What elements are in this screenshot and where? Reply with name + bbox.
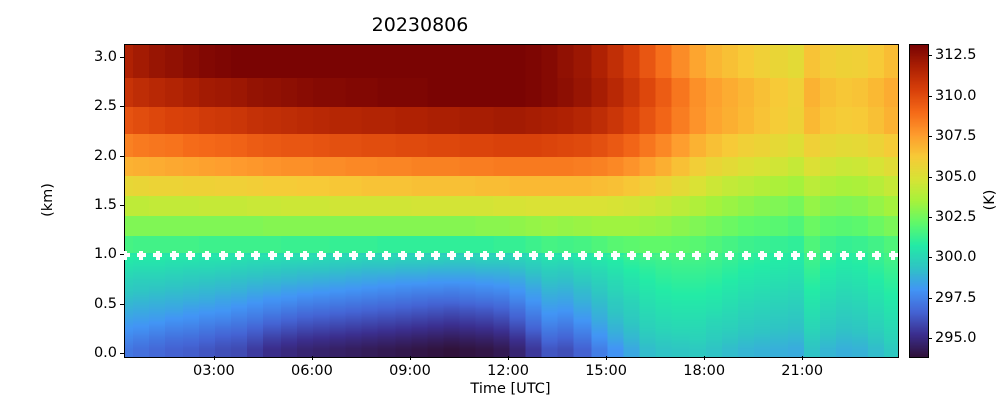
colorbar-tick-label: 295.0 — [935, 330, 977, 347]
colorbar — [909, 44, 929, 358]
colorbar-tick-mark — [928, 338, 932, 340]
y-tick-label: 2.0 — [93, 147, 117, 164]
colorbar-tick-mark — [928, 257, 932, 259]
colorbar-label-text: (K) — [982, 189, 998, 211]
x-tick-mark — [213, 356, 215, 360]
x-tick-label: 06:00 — [291, 363, 333, 379]
x-tick-mark — [606, 356, 608, 360]
colorbar-tick-label: 300.0 — [935, 249, 977, 266]
y-tick-label: 2.5 — [93, 98, 117, 115]
x-axis-label: Time [UTC] — [470, 381, 551, 397]
x-tick-mark — [311, 356, 313, 360]
heatmap-axes[interactable] — [120, 44, 899, 358]
colorbar-tick-mark — [928, 216, 932, 218]
colorbar-gradient — [910, 45, 928, 357]
y-tick-mark — [120, 254, 124, 256]
y-tick-mark — [120, 303, 124, 305]
colorbar-tick-label: 305.0 — [935, 168, 977, 185]
x-tick-label: 18:00 — [683, 363, 726, 379]
colorbar-tick-mark — [928, 297, 932, 299]
x-tick-label: 03:00 — [192, 363, 235, 379]
y-tick-mark — [120, 56, 124, 58]
colorbar-tick-label: 297.5 — [935, 289, 977, 306]
x-tick-label: 12:00 — [487, 363, 529, 379]
x-tick-mark — [508, 356, 510, 360]
heatmap-image — [125, 45, 898, 357]
colorbar-tick-label: 302.5 — [935, 208, 977, 225]
y-tick-mark — [120, 106, 124, 108]
y-tick-mark — [120, 353, 124, 355]
colorbar-tick-label: 312.5 — [935, 47, 977, 64]
colorbar-tick-mark — [928, 55, 932, 57]
y-tick-mark — [120, 204, 124, 206]
colorbar-tick-mark — [928, 95, 932, 97]
x-tick-label: 21:00 — [781, 363, 824, 379]
y-tick-label: 0.5 — [93, 295, 117, 312]
x-tick-mark — [409, 356, 411, 360]
x-tick-mark — [704, 356, 706, 360]
x-tick-label: 09:00 — [389, 363, 431, 379]
y-tick-label: 0.0 — [93, 345, 117, 362]
colorbar-tick-label: 307.5 — [935, 128, 977, 145]
y-tick-label: 3.0 — [93, 48, 117, 65]
page-title: 20230806 — [371, 14, 469, 36]
y-tick-mark — [120, 155, 124, 157]
y-tick-label: 1.0 — [93, 246, 117, 263]
heatmap-canvas — [125, 45, 898, 357]
x-tick-label: 15:00 — [585, 363, 627, 379]
x-tick-mark — [802, 356, 804, 360]
y-tick-label: 1.5 — [93, 196, 117, 213]
colorbar-tick-label: 310.0 — [935, 87, 977, 104]
y-axis-label-text: (km) — [40, 183, 56, 217]
colorbar-tick-mark — [928, 136, 932, 138]
colorbar-tick-mark — [928, 176, 932, 178]
